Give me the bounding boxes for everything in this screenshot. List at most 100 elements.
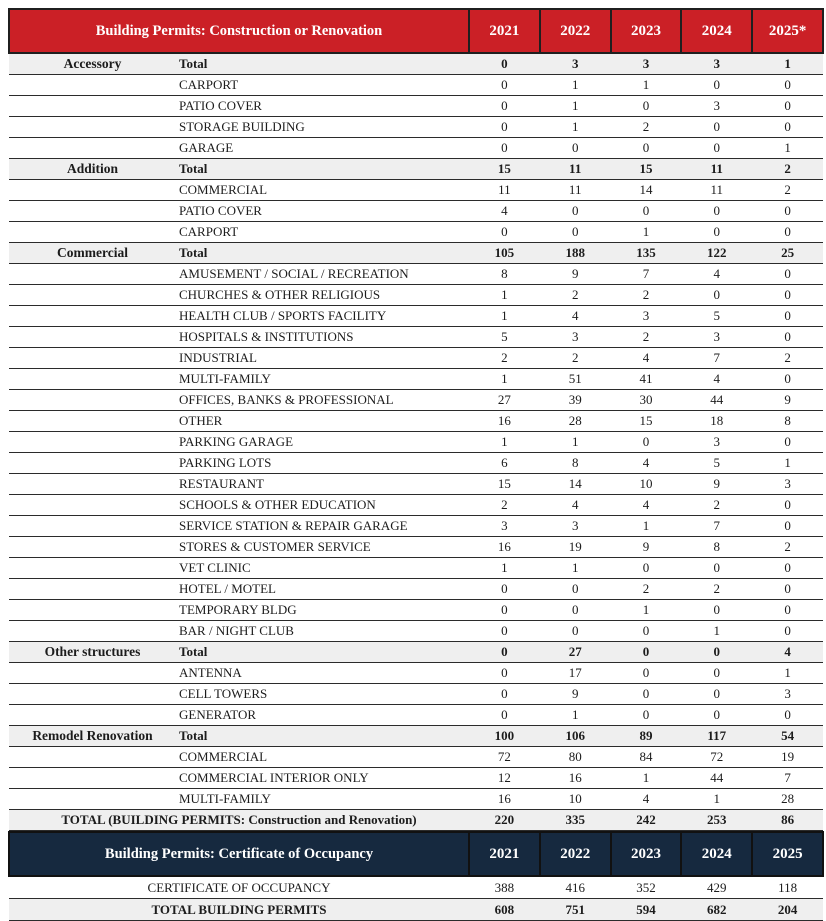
section-total-row: Addition Total 15 11 15 11 2 bbox=[9, 158, 823, 180]
year-value-cell: 3 bbox=[681, 95, 753, 117]
year-value-cell: 9 bbox=[752, 389, 823, 411]
category-spacer bbox=[9, 788, 176, 810]
year-value-cell: 1 bbox=[752, 137, 823, 159]
category-spacer bbox=[9, 200, 176, 222]
year-value-cell: 9 bbox=[610, 536, 682, 558]
year-value-cell: 10 bbox=[539, 788, 611, 810]
item-row: CARPORT 0 0 1 0 0 bbox=[9, 221, 823, 243]
year-value-cell: 84 bbox=[610, 746, 682, 768]
year-value-cell: 0 bbox=[469, 662, 540, 684]
year-value-cell: 2 bbox=[752, 347, 823, 369]
item-row: HOSPITALS & INSTITUTIONS 5 3 2 3 0 bbox=[9, 326, 823, 348]
category-spacer bbox=[9, 578, 176, 600]
year-header-2021: 2021 bbox=[468, 831, 540, 877]
year-value-cell: 204 bbox=[752, 898, 823, 921]
item-row: MULTI-FAMILY 1 51 41 4 0 bbox=[9, 368, 823, 390]
item-label: HEALTH CLUB / SPORTS FACILITY bbox=[176, 305, 469, 327]
item-row: CHURCHES & OTHER RELIGIOUS 1 2 2 0 0 bbox=[9, 284, 823, 306]
year-value-cell: 0 bbox=[681, 683, 753, 705]
section-total-row: Commercial Total 105 188 135 122 25 bbox=[9, 242, 823, 264]
year-value-cell: 3 bbox=[469, 515, 540, 537]
category-cell: Commercial bbox=[9, 242, 176, 264]
year-value-cell: 0 bbox=[752, 620, 823, 642]
item-row: PARKING LOTS 6 8 4 5 1 bbox=[9, 452, 823, 474]
year-value-cell: 1 bbox=[752, 452, 823, 474]
category-cell: Accessory bbox=[9, 52, 176, 75]
item-label: OFFICES, BANKS & PROFESSIONAL bbox=[176, 389, 469, 411]
year-value-cell: 11 bbox=[539, 179, 611, 201]
year-value-cell: 15 bbox=[469, 158, 540, 180]
year-value-cell: 9 bbox=[681, 473, 753, 495]
item-row: OFFICES, BANKS & PROFESSIONAL 27 39 30 44 9 bbox=[9, 389, 823, 411]
year-value-cell: 100 bbox=[469, 725, 540, 747]
year-value-cell: 6 bbox=[469, 452, 540, 474]
year-header-2024: 2024 bbox=[680, 8, 753, 54]
item-label: BAR / NIGHT CLUB bbox=[176, 620, 469, 642]
year-value-cell: 0 bbox=[539, 137, 611, 159]
year-value-cell: 4 bbox=[681, 263, 753, 285]
category-spacer bbox=[9, 95, 176, 117]
year-value-cell: 0 bbox=[681, 116, 753, 138]
year-value-cell: 0 bbox=[681, 284, 753, 306]
section-total-row: Accessory Total 0 3 3 3 1 bbox=[9, 52, 823, 75]
year-value-cell: 28 bbox=[539, 410, 611, 432]
year-value-cell: 51 bbox=[539, 368, 611, 390]
item-row: MULTI-FAMILY 16 10 4 1 28 bbox=[9, 788, 823, 810]
item-row: SCHOOLS & OTHER EDUCATION 2 4 4 2 0 bbox=[9, 494, 823, 516]
year-value-cell: 0 bbox=[469, 641, 540, 663]
occupancy-header-row: Building Permits: Certificate of Occupan… bbox=[7, 831, 824, 877]
year-value-cell: 0 bbox=[539, 221, 611, 243]
year-value-cell: 0 bbox=[752, 305, 823, 327]
year-value-cell: 0 bbox=[469, 52, 540, 75]
certificate-of-occupancy-label: CERTIFICATE OF OCCUPANCY bbox=[9, 876, 470, 899]
year-value-cell: 5 bbox=[681, 305, 753, 327]
year-header-2021: 2021 bbox=[468, 8, 540, 54]
year-value-cell: 2 bbox=[681, 578, 753, 600]
item-row: COMMERCIAL 72 80 84 72 19 bbox=[9, 746, 823, 768]
year-value-cell: 0 bbox=[752, 557, 823, 579]
section-total-label: Total bbox=[176, 242, 469, 264]
year-value-cell: 0 bbox=[752, 704, 823, 726]
year-value-cell: 0 bbox=[681, 599, 753, 621]
year-value-cell: 16 bbox=[539, 767, 611, 789]
year-value-cell: 3 bbox=[539, 515, 611, 537]
year-value-cell: 1 bbox=[610, 599, 682, 621]
year-value-cell: 10 bbox=[610, 473, 682, 495]
category-spacer bbox=[9, 179, 176, 201]
year-value-cell: 0 bbox=[610, 620, 682, 642]
item-label: STORES & CUSTOMER SERVICE bbox=[176, 536, 469, 558]
year-value-cell: 18 bbox=[681, 410, 753, 432]
year-value-cell: 0 bbox=[752, 599, 823, 621]
item-label: ANTENNA bbox=[176, 662, 469, 684]
year-header-2023: 2023 bbox=[609, 831, 682, 877]
year-value-cell: 1 bbox=[539, 74, 611, 96]
year-value-cell: 1 bbox=[539, 557, 611, 579]
year-value-cell: 25 bbox=[752, 242, 823, 264]
item-row: STORES & CUSTOMER SERVICE 16 19 9 8 2 bbox=[9, 536, 823, 558]
year-value-cell: 0 bbox=[469, 137, 540, 159]
year-value-cell: 41 bbox=[610, 368, 682, 390]
year-value-cell: 1 bbox=[539, 95, 611, 117]
year-value-cell: 594 bbox=[610, 898, 682, 921]
item-label: MULTI-FAMILY bbox=[176, 788, 469, 810]
category-spacer bbox=[9, 515, 176, 537]
year-value-cell: 89 bbox=[610, 725, 682, 747]
year-value-cell: 0 bbox=[610, 200, 682, 222]
year-value-cell: 14 bbox=[539, 473, 611, 495]
year-value-cell: 8 bbox=[681, 536, 753, 558]
year-value-cell: 3 bbox=[752, 473, 823, 495]
year-value-cell: 1 bbox=[752, 52, 823, 75]
year-value-cell: 3 bbox=[610, 52, 682, 75]
year-value-cell: 15 bbox=[610, 410, 682, 432]
year-value-cell: 12 bbox=[469, 767, 540, 789]
year-value-cell: 0 bbox=[469, 578, 540, 600]
year-value-cell: 0 bbox=[539, 200, 611, 222]
item-label: MULTI-FAMILY bbox=[176, 368, 469, 390]
year-value-cell: 1 bbox=[539, 116, 611, 138]
item-row: BAR / NIGHT CLUB 0 0 0 1 0 bbox=[9, 620, 823, 642]
category-spacer bbox=[9, 116, 176, 138]
year-value-cell: 0 bbox=[681, 641, 753, 663]
year-value-cell: 17 bbox=[539, 662, 611, 684]
year-value-cell: 0 bbox=[752, 494, 823, 516]
year-value-cell: 105 bbox=[469, 242, 540, 264]
